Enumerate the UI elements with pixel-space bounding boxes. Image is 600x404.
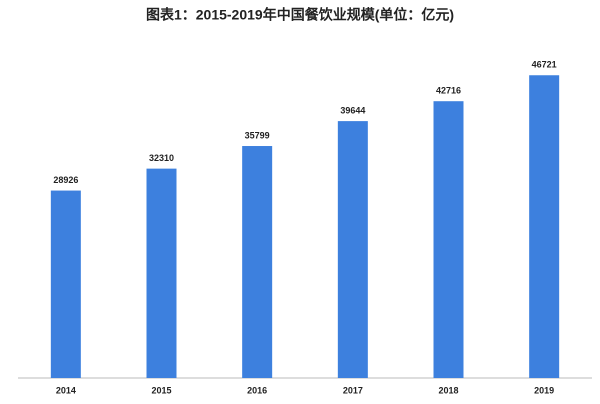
data-label: 46721 — [532, 60, 557, 70]
bar — [242, 146, 273, 378]
x-tick-label: 2019 — [534, 385, 554, 395]
x-tick-label: 2016 — [247, 385, 267, 395]
data-label: 35799 — [245, 130, 270, 140]
bar — [433, 101, 464, 378]
bar — [529, 75, 560, 378]
x-tick-label: 2018 — [438, 385, 458, 395]
bar — [337, 121, 368, 379]
data-label: 28926 — [53, 175, 78, 185]
x-tick-label: 2015 — [151, 385, 171, 395]
x-tick-label: 2014 — [56, 385, 76, 395]
data-label: 32310 — [149, 153, 174, 163]
x-tick-label: 2017 — [343, 385, 363, 395]
data-label: 42716 — [436, 86, 461, 96]
data-label: 39644 — [340, 105, 365, 115]
chart-title: 图表1：2015-2019年中国餐饮业规模(单位：亿元) — [146, 7, 454, 23]
bar — [50, 190, 81, 378]
bar — [146, 168, 177, 378]
